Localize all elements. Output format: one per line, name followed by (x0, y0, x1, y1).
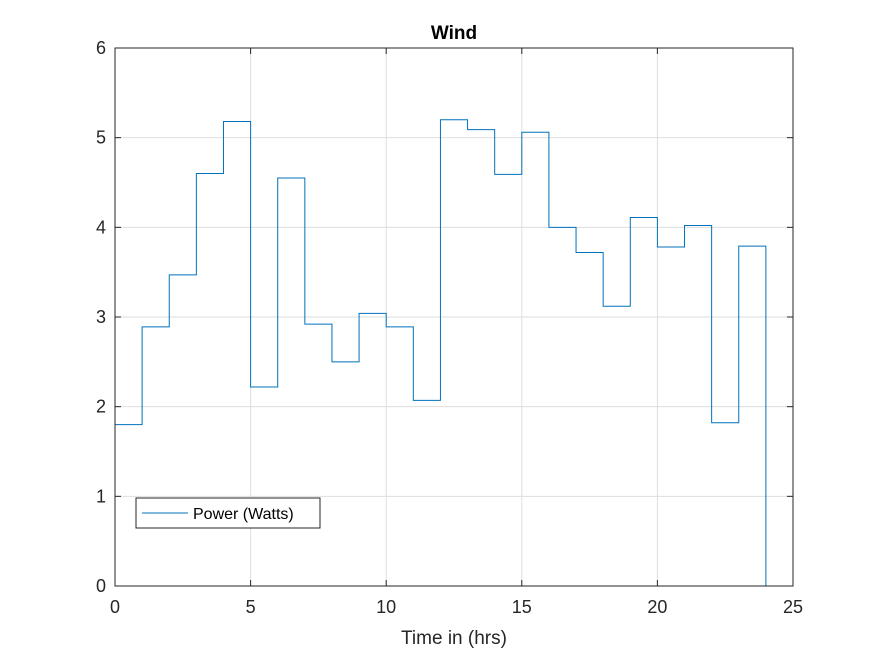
chart-title: Wind (431, 23, 477, 44)
legend: Power (Watts) (135, 497, 321, 529)
y-tick-label: 5 (96, 128, 106, 148)
y-tick-label: 6 (96, 38, 106, 58)
series-line-power (115, 119, 767, 586)
y-tick-label: 4 (96, 217, 106, 237)
x-tick-label: 20 (647, 597, 667, 617)
x-tick-label: 0 (110, 597, 120, 617)
x-axis-ticks: 0 5 10 15 20 25 (110, 48, 803, 617)
y-tick-label: 1 (96, 486, 106, 506)
x-tick-label: 5 (246, 597, 256, 617)
x-axis-label: Time in (hrs) (401, 628, 507, 649)
y-tick-label: 2 (96, 397, 106, 417)
y-tick-label: 0 (96, 576, 106, 596)
x-tick-label: 10 (376, 597, 396, 617)
x-tick-label: 15 (512, 597, 532, 617)
y-tick-label: 3 (96, 307, 106, 327)
y-axis-ticks: 0 1 2 3 4 5 6 (96, 38, 793, 596)
x-tick-label: 25 (783, 597, 803, 617)
legend-label: Power (Watts) (193, 506, 294, 523)
